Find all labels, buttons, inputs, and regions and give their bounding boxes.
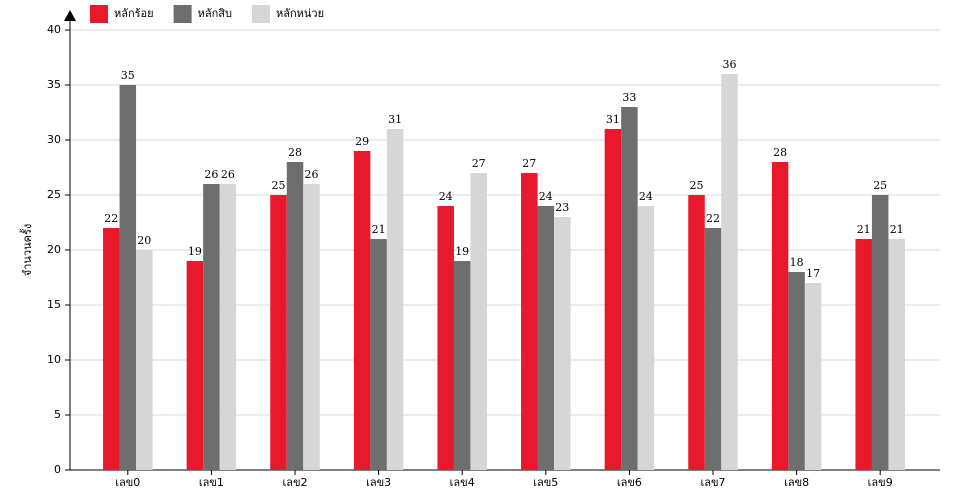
x-tick-label: เลข9 xyxy=(868,476,893,489)
legend-label: หลักหน่วย xyxy=(276,7,324,20)
value-label: 33 xyxy=(622,91,636,104)
bar xyxy=(136,250,153,470)
bar xyxy=(103,228,120,470)
bar xyxy=(119,85,137,470)
bar xyxy=(554,217,571,470)
value-label: 28 xyxy=(288,146,302,159)
bar xyxy=(788,272,805,470)
bar xyxy=(353,151,371,470)
value-label: 36 xyxy=(723,58,737,71)
bar xyxy=(186,261,204,470)
legend-swatch xyxy=(90,5,108,23)
value-label: 21 xyxy=(890,223,904,236)
bar xyxy=(270,195,287,470)
value-label: 22 xyxy=(706,212,720,225)
bar xyxy=(286,162,304,470)
value-label: 19 xyxy=(188,245,202,258)
bar xyxy=(537,206,555,470)
value-label: 31 xyxy=(606,113,620,126)
y-tick-label: 10 xyxy=(47,353,61,366)
value-label: 35 xyxy=(121,69,135,82)
axis-arrow xyxy=(64,10,76,21)
y-tick-label: 15 xyxy=(47,298,61,311)
y-axis-label: จำนวนครั้ง xyxy=(19,224,34,276)
bar xyxy=(704,228,722,470)
value-label: 26 xyxy=(305,168,319,181)
value-label: 21 xyxy=(857,223,871,236)
bar xyxy=(437,206,454,470)
value-label: 17 xyxy=(806,267,820,280)
legend-swatch xyxy=(173,5,192,23)
y-tick-label: 5 xyxy=(54,408,61,421)
value-label: 26 xyxy=(221,168,235,181)
bar xyxy=(721,74,738,470)
x-tick-label: เลข1 xyxy=(199,476,224,489)
bar xyxy=(203,184,220,470)
value-label: 28 xyxy=(773,146,787,159)
value-label: 24 xyxy=(439,190,453,203)
bar xyxy=(370,239,387,470)
bar xyxy=(303,184,320,470)
value-label: 27 xyxy=(472,157,486,170)
bar xyxy=(521,173,538,470)
x-tick-label: เลข6 xyxy=(617,476,642,489)
x-tick-label: เลข5 xyxy=(533,476,558,489)
y-tick-label: 40 xyxy=(47,23,61,36)
bar xyxy=(688,195,705,470)
x-tick-label: เลข0 xyxy=(115,476,140,489)
x-tick-label: เลข4 xyxy=(450,476,475,489)
legend-label: หลักสิบ xyxy=(198,7,232,20)
value-label: 21 xyxy=(372,223,386,236)
bar xyxy=(386,129,404,470)
value-label: 22 xyxy=(104,212,118,225)
value-label: 18 xyxy=(790,256,804,269)
value-label: 25 xyxy=(873,179,887,192)
value-label: 31 xyxy=(388,113,402,126)
y-tick-label: 0 xyxy=(54,463,61,476)
legend-swatch xyxy=(251,5,270,23)
bar xyxy=(871,195,889,470)
value-label: 29 xyxy=(355,135,369,148)
value-label: 24 xyxy=(639,190,653,203)
bar xyxy=(771,162,789,470)
bar xyxy=(804,283,822,470)
y-tick-label: 20 xyxy=(47,243,61,256)
y-tick-label: 25 xyxy=(47,188,61,201)
x-tick-label: เลข2 xyxy=(282,476,307,489)
value-label: 25 xyxy=(690,179,704,192)
bar xyxy=(888,239,905,470)
value-label: 24 xyxy=(539,190,553,203)
value-label: 23 xyxy=(555,201,569,214)
value-label: 27 xyxy=(522,157,536,170)
value-label: 26 xyxy=(204,168,218,181)
x-tick-label: เลข3 xyxy=(366,476,391,489)
legend-label: หลักร้อย xyxy=(114,7,154,20)
bar xyxy=(855,239,872,470)
y-tick-label: 30 xyxy=(47,133,61,146)
bar xyxy=(637,206,655,470)
bar xyxy=(453,261,471,470)
bar xyxy=(470,173,487,470)
bar xyxy=(621,107,638,470)
value-label: 19 xyxy=(455,245,469,258)
bar xyxy=(219,184,237,470)
x-tick-label: เลข7 xyxy=(700,476,725,489)
x-tick-label: เลข8 xyxy=(784,476,809,489)
bar xyxy=(604,129,622,470)
value-label: 25 xyxy=(272,179,286,192)
y-tick-label: 35 xyxy=(47,78,61,91)
value-label: 20 xyxy=(137,234,151,247)
